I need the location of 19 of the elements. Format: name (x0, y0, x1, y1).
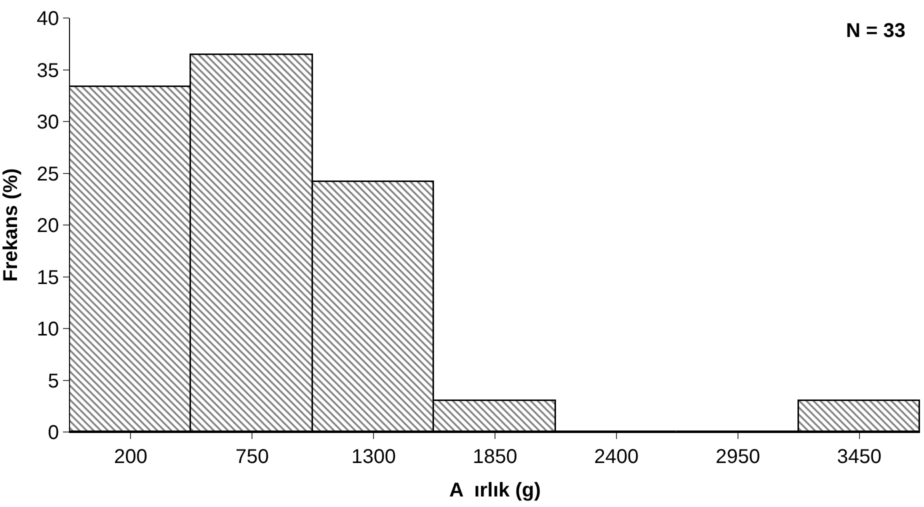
y-tick-label: 10 (36, 318, 59, 340)
y-tick-label: 15 (36, 266, 59, 289)
annotation: N = 33 (846, 20, 906, 42)
y-tick-label: 0 (48, 422, 59, 444)
x-tick-label: 3450 (837, 446, 882, 468)
x-tick-label: 2400 (594, 446, 639, 468)
x-axis-title: A ırlık (g) (449, 480, 541, 502)
y-axis-title: Frekans (%) (0, 168, 22, 282)
x-tick-label: 2950 (716, 446, 760, 468)
y-tick-label: 20 (36, 215, 59, 237)
y-tick-label: 5 (48, 370, 59, 392)
y-tick-label: 35 (36, 60, 59, 82)
x-tick-label: 1300 (351, 446, 396, 468)
x-tick-label: 200 (114, 446, 148, 468)
x-tick-label: 750 (235, 446, 269, 468)
x-tick-label: 1850 (472, 446, 518, 468)
y-tick-label: 30 (36, 112, 59, 134)
y-tick-label: 40 (36, 8, 59, 30)
y-tick-label: 25 (36, 163, 59, 186)
